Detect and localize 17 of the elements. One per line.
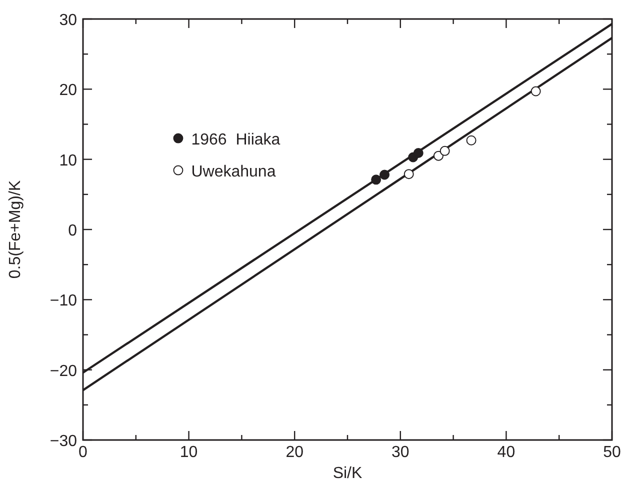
x-tick-label: 10 bbox=[180, 444, 198, 461]
y-axis-title: 0.5(Fe+Mg)/K bbox=[7, 180, 24, 279]
y-tick-label: 20 bbox=[59, 82, 78, 100]
legend-label: 1966 Hiiaka bbox=[191, 131, 280, 148]
y-tick-label: 0 bbox=[68, 222, 78, 240]
x-tick-label: 40 bbox=[497, 444, 516, 461]
y-tick-label: 30 bbox=[59, 12, 78, 29]
x-tick-label: 30 bbox=[392, 444, 410, 461]
x-tick-label: 50 bbox=[603, 444, 621, 461]
x-axis-title: Si/K bbox=[332, 465, 362, 482]
x-tick-label: 0 bbox=[78, 444, 88, 461]
x-tick-label: 20 bbox=[286, 444, 304, 461]
y-tick-label: −10 bbox=[50, 292, 78, 310]
y-tick-label: 10 bbox=[59, 152, 78, 170]
legend-label: Uwekahuna bbox=[191, 163, 276, 180]
y-tick-label: −30 bbox=[50, 433, 78, 450]
y-tick-label: −20 bbox=[50, 362, 78, 380]
